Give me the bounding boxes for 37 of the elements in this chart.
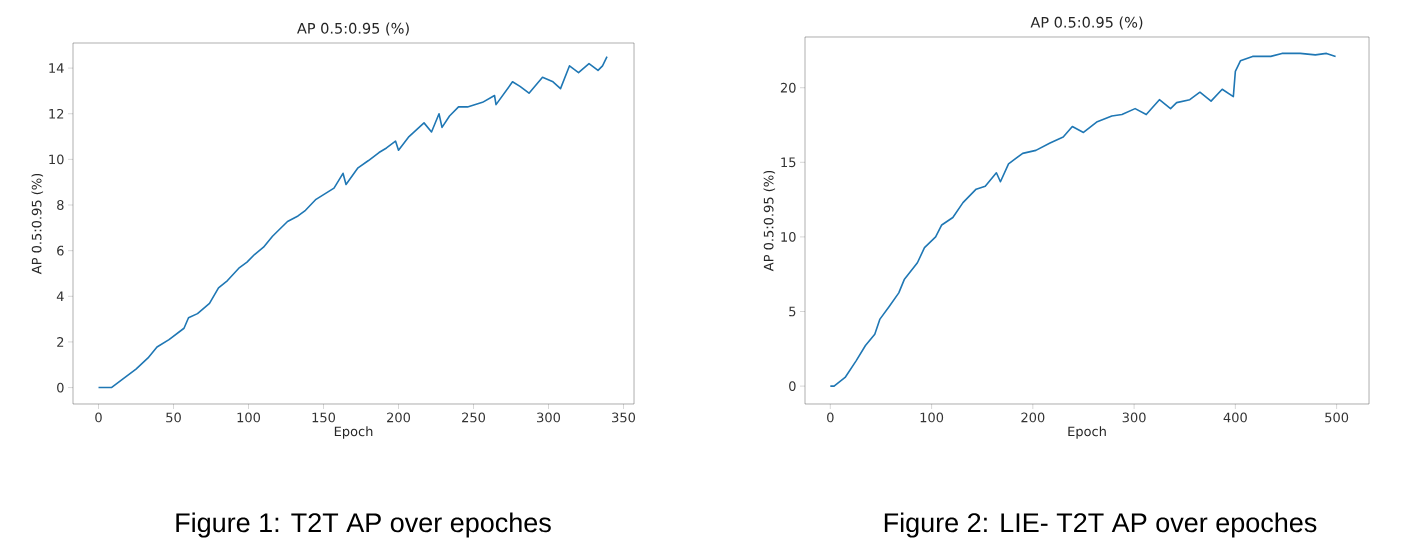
y-tick-label: 0 (789, 381, 796, 392)
y-tick-label: 0 (57, 382, 64, 393)
y-tick-label: 10 (781, 232, 796, 242)
chart-title: AP 0.5:0.95 (%) (1030, 16, 1143, 30)
x-tick-label: 100 (920, 412, 944, 423)
y-tick-label: 10 (49, 154, 64, 165)
y-tick-label: 5 (789, 306, 796, 317)
y-tick-label: 8 (57, 200, 64, 210)
y-axis-title: AP 0.5:0.95 (%) (763, 170, 776, 272)
y-tick-label: 20 (780, 82, 796, 93)
y-tick-label: 2 (57, 337, 64, 347)
x-tick-label: 150 (312, 412, 336, 423)
y-tick-label: 12 (49, 108, 64, 119)
y-tick-label: 4 (56, 291, 64, 302)
x-tick-label: 300 (1122, 412, 1146, 423)
y-tick-label: 14 (49, 63, 64, 73)
x-tick-label: 500 (1325, 412, 1349, 423)
x-tick-label: 0 (95, 412, 102, 423)
x-tick-label: 350 (612, 412, 636, 423)
x-axis-title: Epoch (334, 426, 373, 439)
y-tick-label: 6 (57, 245, 64, 256)
y-axis-title: AP 0.5:0.95 (%) (31, 173, 44, 275)
x-tick-label: 50 (166, 412, 181, 423)
caption: Figure 2: LIE- T2T AP over epoches (884, 512, 1317, 538)
x-axis-title: Epoch (1068, 426, 1106, 439)
y-tick-label: 15 (781, 157, 796, 168)
x-tick-label: 0 (827, 412, 834, 423)
x-tick-label: 250 (462, 412, 486, 423)
chart-title: AP 0.5:0.95 (%) (297, 22, 409, 36)
x-tick-label: 400 (1223, 412, 1247, 423)
x-tick-label: 100 (237, 412, 261, 423)
x-tick-label: 200 (387, 412, 411, 423)
caption: Figure 1: T2T AP over epoches (176, 512, 551, 538)
x-tick-label: 300 (537, 412, 561, 423)
line-series (829, 52, 1337, 387)
x-tick-label: 200 (1021, 412, 1045, 423)
line-series (97, 55, 608, 389)
